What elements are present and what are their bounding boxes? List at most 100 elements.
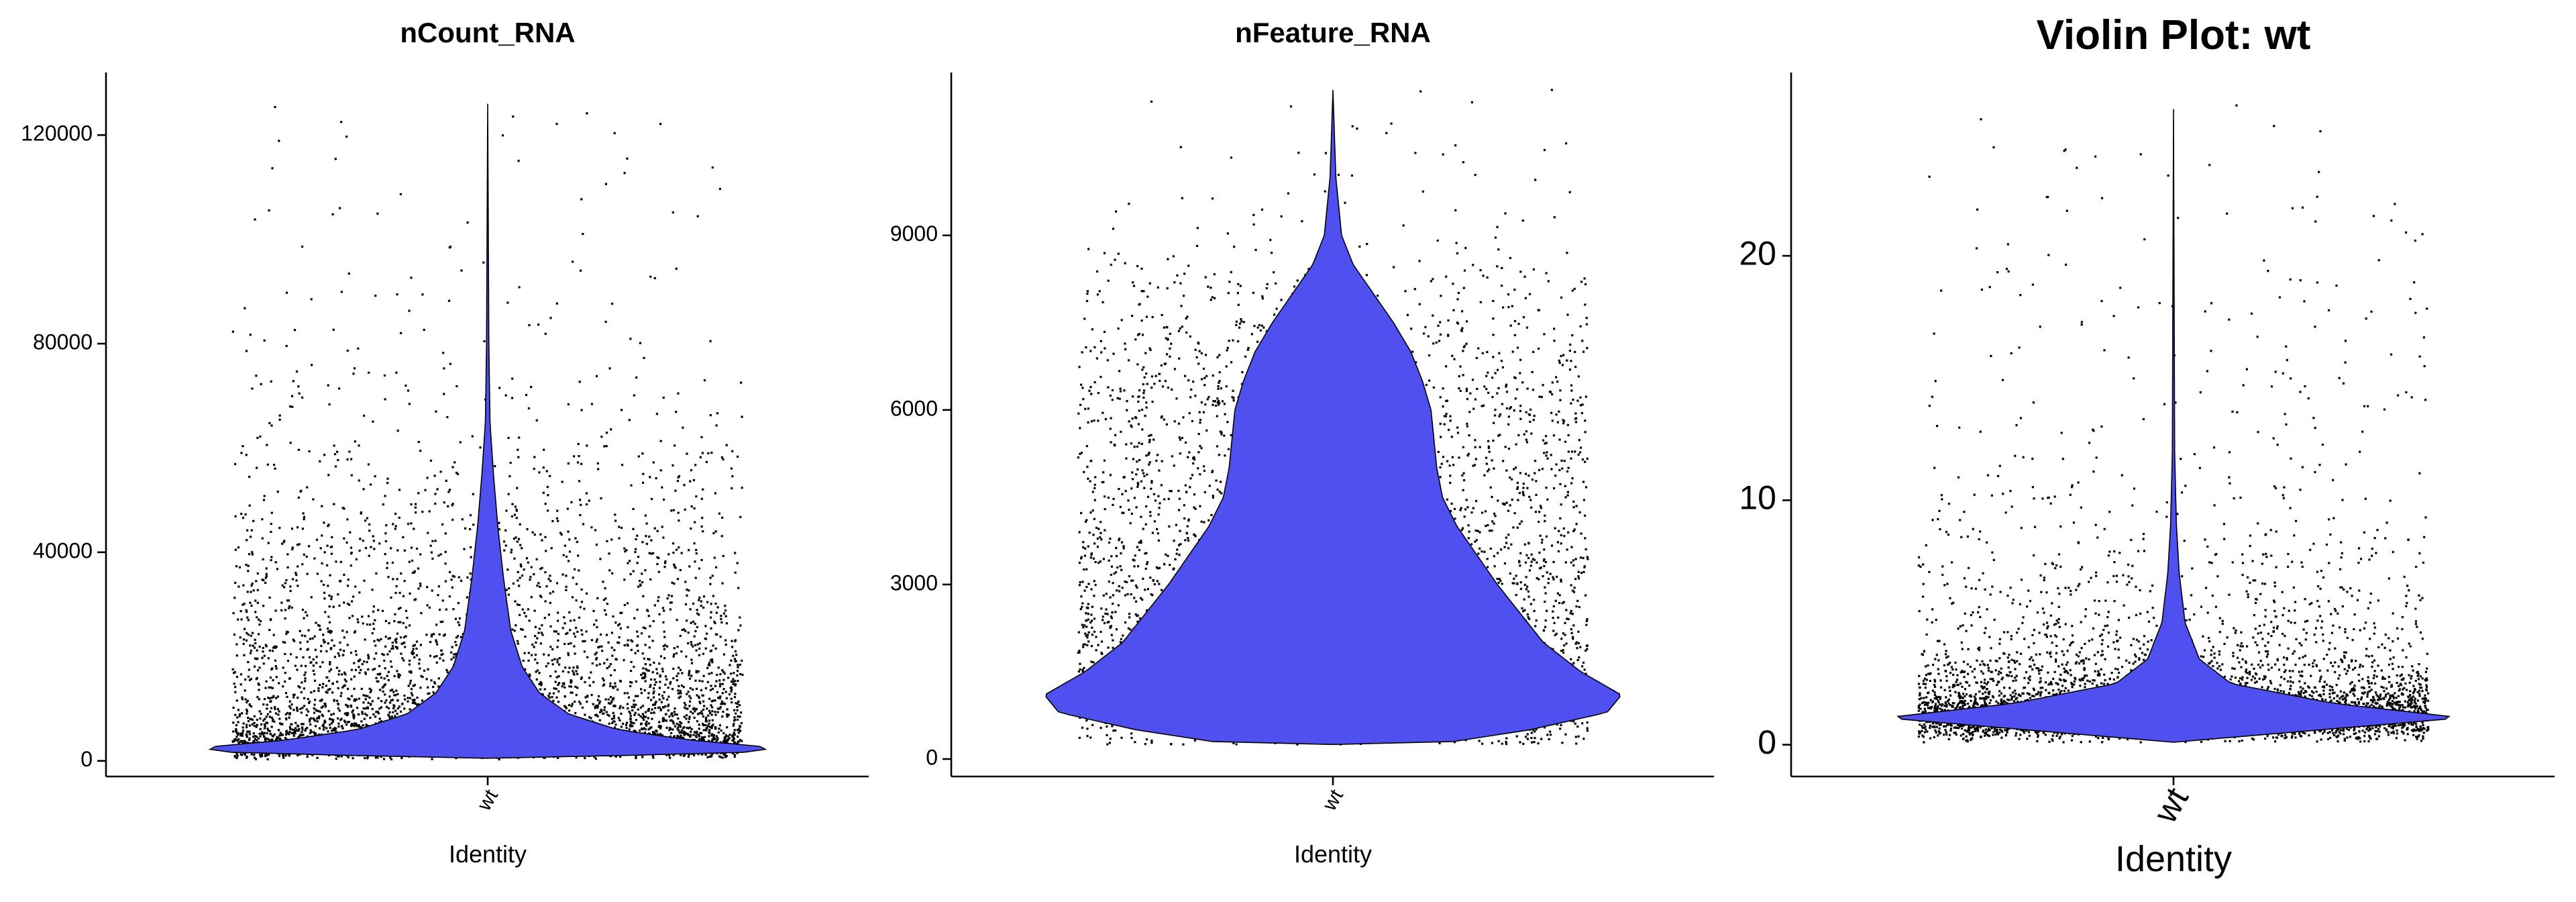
data-point	[645, 724, 648, 727]
data-point	[413, 699, 415, 702]
data-point	[254, 735, 256, 738]
data-point	[294, 721, 297, 724]
data-point	[633, 706, 636, 709]
data-point	[543, 688, 546, 691]
data-point	[388, 637, 391, 640]
data-point	[402, 621, 405, 625]
data-point	[659, 733, 662, 736]
data-point	[739, 672, 742, 675]
data-point	[618, 525, 621, 528]
data-point	[382, 503, 384, 506]
data-point	[301, 528, 304, 530]
data-point	[407, 389, 410, 392]
data-point	[686, 594, 688, 597]
data-point	[675, 267, 678, 270]
data-point	[239, 673, 243, 676]
data-point	[567, 462, 570, 465]
data-point	[583, 650, 586, 653]
data-point	[241, 734, 244, 737]
data-point	[641, 716, 644, 719]
data-point	[447, 491, 450, 493]
data-point	[725, 755, 728, 758]
data-point	[284, 652, 286, 656]
data-point	[350, 474, 353, 477]
data-point	[702, 724, 705, 727]
data-point	[629, 715, 632, 717]
data-point	[268, 649, 271, 652]
data-point	[354, 725, 356, 728]
data-point	[675, 411, 678, 413]
data-point	[353, 715, 356, 717]
data-point	[265, 715, 268, 718]
data-point	[264, 752, 267, 755]
data-point	[649, 685, 651, 688]
data-point	[715, 680, 718, 683]
data-point	[254, 756, 256, 759]
data-point	[585, 592, 588, 595]
data-point	[663, 648, 665, 650]
data-point	[659, 655, 662, 658]
data-point	[278, 710, 280, 713]
data-point	[409, 708, 411, 711]
data-point	[611, 572, 614, 574]
data-point	[704, 647, 707, 650]
data-point	[721, 582, 724, 585]
data-point	[694, 679, 697, 682]
data-point	[625, 726, 628, 730]
data-point	[327, 630, 330, 634]
data-point	[578, 480, 581, 483]
data-point	[389, 689, 392, 692]
data-point	[653, 711, 655, 714]
data-point	[433, 633, 435, 636]
data-point	[533, 534, 536, 536]
data-point	[301, 609, 304, 611]
data-point	[611, 302, 614, 305]
data-point	[656, 733, 659, 736]
data-point	[281, 584, 284, 587]
data-point	[658, 613, 661, 615]
data-point	[725, 697, 728, 699]
data-point	[625, 549, 628, 552]
data-point	[343, 671, 346, 674]
data-point	[392, 523, 394, 525]
data-point	[400, 572, 402, 575]
data-point	[698, 679, 701, 682]
data-point	[435, 623, 438, 626]
data-point	[637, 713, 640, 716]
data-point	[358, 444, 360, 447]
data-point	[529, 576, 532, 579]
data-point	[709, 616, 712, 619]
data-point	[650, 539, 653, 542]
data-point	[582, 233, 584, 236]
data-point	[662, 706, 665, 709]
data-point	[715, 740, 718, 743]
data-point	[710, 734, 713, 737]
data-point	[688, 549, 690, 552]
data-point	[648, 636, 651, 638]
data-point	[246, 730, 249, 733]
data-point	[258, 618, 260, 621]
data-point	[361, 711, 364, 713]
data-point	[595, 658, 598, 661]
data-point	[345, 712, 348, 715]
data-point	[246, 611, 248, 613]
data-point	[424, 489, 427, 491]
data-point	[247, 619, 250, 621]
data-point	[329, 661, 331, 664]
data-point	[332, 605, 335, 608]
data-point	[403, 698, 407, 701]
data-point	[376, 638, 379, 641]
data-point	[709, 340, 712, 342]
data-point	[483, 340, 486, 343]
data-point	[678, 732, 681, 734]
data-point	[234, 581, 237, 584]
data-point	[343, 636, 345, 639]
data-point	[546, 486, 549, 489]
data-point	[378, 542, 381, 545]
data-point	[327, 642, 329, 645]
data-point	[683, 706, 686, 709]
data-point	[681, 629, 684, 632]
data-point	[343, 719, 346, 722]
data-point	[368, 554, 370, 557]
data-point	[726, 740, 729, 743]
